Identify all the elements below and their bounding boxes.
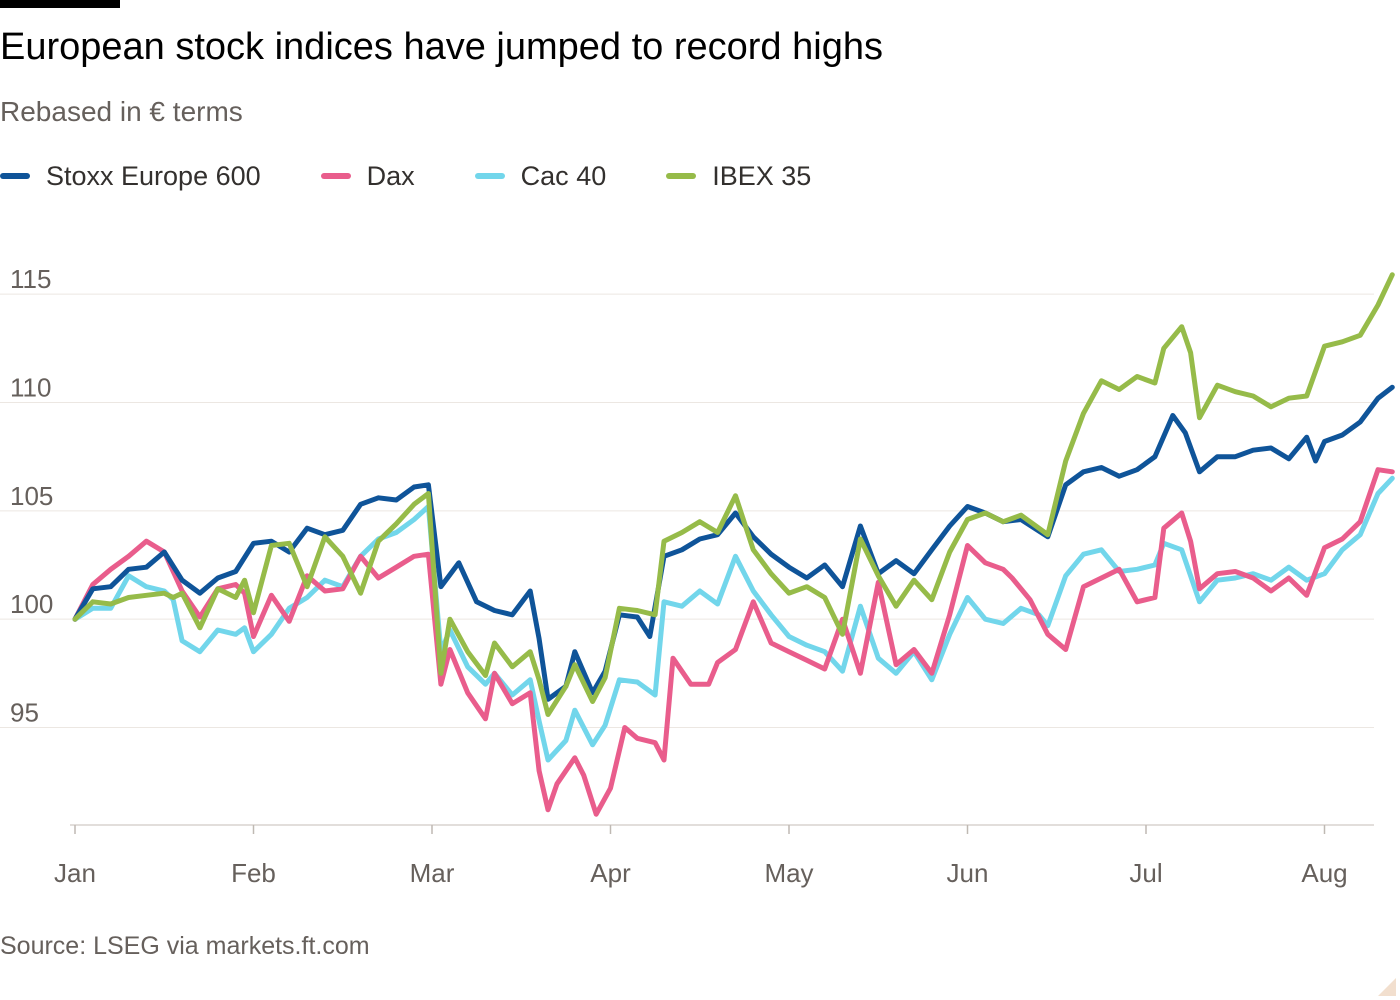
source-note: Source: LSEG via markets.ft.com [0, 932, 370, 960]
legend-swatch-dax [320, 173, 351, 179]
series-line-ibex [72, 272, 1395, 717]
legend-label-ibex: IBEX 35 [712, 160, 812, 191]
legend-swatch-stoxx [0, 173, 30, 179]
legend-label-stoxx: Stoxx Europe 600 [46, 160, 261, 191]
x-tick-label-feb: Feb [231, 858, 276, 888]
legend-item-ibex: IBEX 35 [666, 161, 811, 192]
chart-title: European stock indices have jumped to re… [0, 26, 883, 68]
legend-swatch-cac [474, 173, 505, 179]
y-tick-label: 100 [10, 589, 53, 619]
x-tick-label-jun: Jun [947, 858, 989, 888]
legend-item-cac: Cac 40 [474, 160, 607, 192]
y-tick-label: 115 [10, 264, 51, 294]
legend-label-cac: Cac 40 [520, 160, 607, 191]
legend-swatch-ibex [666, 173, 697, 179]
legend-item-stoxx: Stoxx Europe 600 [0, 161, 261, 192]
x-tick-label-jul: Jul [1129, 858, 1162, 888]
corner-mark [1378, 978, 1396, 996]
y-tick-label: 105 [10, 481, 53, 511]
x-tick-label-mar: Mar [410, 858, 455, 888]
x-tick-label-may: May [764, 858, 813, 888]
brand-bar [0, 0, 120, 8]
line-chart: 95 100 105 110 115 Jan Feb Mar Apr May Jun Jul Aug [0, 264, 1395, 888]
grid-layer [0, 293, 1374, 728]
axis-layer: 95 100 105 110 115 Jan Feb Mar Apr May Jun Jul Aug [10, 264, 1374, 888]
legend-label-dax: Dax [366, 160, 415, 191]
x-tick-label-apr: Apr [590, 858, 631, 888]
legend-item-dax: Dax [320, 160, 415, 192]
series-layer [72, 272, 1395, 817]
y-tick-label: 110 [10, 373, 51, 403]
legend: Stoxx Europe 600 Dax Cac 40 IBEX 35 [0, 158, 871, 194]
series-line-dax [72, 467, 1395, 817]
x-tick-label-jan: Jan [54, 858, 96, 888]
y-tick-label: 95 [10, 698, 39, 728]
chart-subtitle: Rebased in € terms [0, 96, 243, 127]
x-tick-label-aug: Aug [1301, 858, 1347, 888]
